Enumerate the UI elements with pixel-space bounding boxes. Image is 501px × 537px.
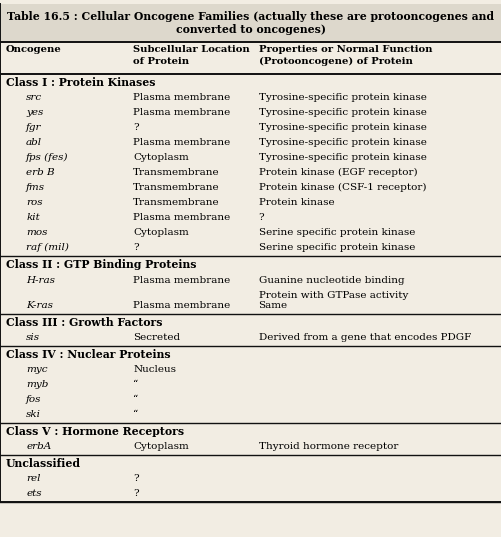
Text: myb: myb xyxy=(26,380,49,389)
Text: ?: ? xyxy=(133,243,138,252)
Text: Plasma membrane: Plasma membrane xyxy=(133,276,230,285)
Text: Plasma membrane: Plasma membrane xyxy=(133,108,230,117)
Text: ets: ets xyxy=(26,489,42,498)
Text: H-ras: H-ras xyxy=(26,276,55,285)
Text: sis: sis xyxy=(26,333,40,342)
Text: ?: ? xyxy=(133,474,138,483)
Text: Plasma membrane: Plasma membrane xyxy=(133,93,230,102)
Text: Protein kinase (CSF-1 receptor): Protein kinase (CSF-1 receptor) xyxy=(258,183,425,192)
Text: Class II : GTP Binding Proteins: Class II : GTP Binding Proteins xyxy=(6,258,196,270)
Text: Protein kinase (EGF receptor): Protein kinase (EGF receptor) xyxy=(258,168,416,177)
Text: Cytoplasm: Cytoplasm xyxy=(133,153,188,162)
Text: Serine specific protein kinase: Serine specific protein kinase xyxy=(258,243,414,252)
Text: abl: abl xyxy=(26,138,42,147)
Text: of Protein: of Protein xyxy=(133,57,189,66)
Text: Plasma membrane: Plasma membrane xyxy=(133,213,230,222)
Text: Nucleus: Nucleus xyxy=(133,365,176,374)
Text: fps (fes): fps (fes) xyxy=(26,153,69,162)
Text: Subcellular Location: Subcellular Location xyxy=(133,45,249,54)
Text: ?: ? xyxy=(258,213,264,222)
Text: Unclassified: Unclassified xyxy=(6,458,81,469)
Text: Cytoplasm: Cytoplasm xyxy=(133,228,188,237)
Text: Oncogene: Oncogene xyxy=(6,45,62,54)
Text: Serine specific protein kinase: Serine specific protein kinase xyxy=(258,228,414,237)
Text: fos: fos xyxy=(26,395,42,404)
Text: Derived from a gene that encodes PDGF: Derived from a gene that encodes PDGF xyxy=(258,333,470,342)
Text: “: “ xyxy=(133,410,138,419)
Text: ros: ros xyxy=(26,198,43,207)
Text: converted to oncogenes): converted to oncogenes) xyxy=(176,24,325,35)
Text: fgr: fgr xyxy=(26,123,42,132)
Text: Table 16.5 : Cellular Oncogene Families (actually these are protooncogenes and: Table 16.5 : Cellular Oncogene Families … xyxy=(8,11,493,21)
Text: Protein kinase: Protein kinase xyxy=(258,198,334,207)
Text: Same: Same xyxy=(258,301,287,310)
Text: Class III : Growth Factors: Class III : Growth Factors xyxy=(6,316,162,328)
Text: src: src xyxy=(26,93,42,102)
Text: Plasma membrane: Plasma membrane xyxy=(133,301,230,310)
Text: Tyrosine-specific protein kinase: Tyrosine-specific protein kinase xyxy=(258,108,425,117)
Text: “: “ xyxy=(133,395,138,404)
Text: K-ras: K-ras xyxy=(26,301,53,310)
Text: Class IV : Nuclear Proteins: Class IV : Nuclear Proteins xyxy=(6,349,170,360)
Text: myc: myc xyxy=(26,365,48,374)
Text: Plasma membrane: Plasma membrane xyxy=(133,138,230,147)
Text: mos: mos xyxy=(26,228,48,237)
Text: rel: rel xyxy=(26,474,41,483)
Text: Transmembrane: Transmembrane xyxy=(133,183,219,192)
Text: (Protooncogene) of Protein: (Protooncogene) of Protein xyxy=(258,57,412,67)
Text: Transmembrane: Transmembrane xyxy=(133,198,219,207)
Text: erb B: erb B xyxy=(26,168,55,177)
Text: yes: yes xyxy=(26,108,44,117)
Text: Properties or Normal Function: Properties or Normal Function xyxy=(258,45,431,54)
Text: Tyrosine-specific protein kinase: Tyrosine-specific protein kinase xyxy=(258,93,425,102)
Text: ski: ski xyxy=(26,410,41,419)
Text: Tyrosine-specific protein kinase: Tyrosine-specific protein kinase xyxy=(258,123,425,132)
Text: kit: kit xyxy=(26,213,40,222)
Text: fms: fms xyxy=(26,183,45,192)
Text: Cytoplasm: Cytoplasm xyxy=(133,442,188,451)
Bar xyxy=(0,4,501,42)
Text: Class V : Hormone Receptors: Class V : Hormone Receptors xyxy=(6,425,184,437)
Text: Protein with GTPase activity: Protein with GTPase activity xyxy=(258,291,407,300)
Text: ?: ? xyxy=(133,123,138,132)
Text: Guanine nucleotide binding: Guanine nucleotide binding xyxy=(258,276,403,285)
Text: Thyroid hormone receptor: Thyroid hormone receptor xyxy=(258,442,397,451)
Text: Class I : Protein Kinases: Class I : Protein Kinases xyxy=(6,77,155,88)
Text: “: “ xyxy=(133,380,138,389)
Text: raf (mil): raf (mil) xyxy=(26,243,69,252)
Text: Tyrosine-specific protein kinase: Tyrosine-specific protein kinase xyxy=(258,138,425,147)
Text: Transmembrane: Transmembrane xyxy=(133,168,219,177)
Text: ?: ? xyxy=(133,489,138,498)
Text: Secreted: Secreted xyxy=(133,333,180,342)
Text: erbA: erbA xyxy=(26,442,51,451)
Text: Tyrosine-specific protein kinase: Tyrosine-specific protein kinase xyxy=(258,153,425,162)
